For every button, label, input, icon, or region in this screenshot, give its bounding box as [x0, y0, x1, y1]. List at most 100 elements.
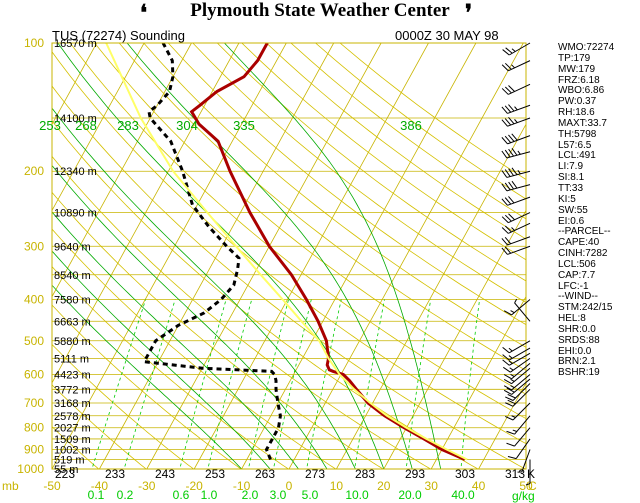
kelvin-tick: 233	[105, 467, 125, 481]
wind-barb	[501, 222, 531, 234]
dry-adiabat-line	[52, 343, 195, 469]
page-title: Plymouth State Weather Center	[190, 0, 450, 21]
wind-barb	[514, 298, 531, 322]
dry-adiabat-line	[265, 43, 526, 240]
dry-adiabat-line	[52, 266, 290, 469]
mixing-ratio-line	[405, 299, 432, 469]
height-label: 5880 m	[54, 336, 91, 348]
theta-label: 253	[39, 118, 61, 133]
isotherm-line	[52, 43, 145, 212]
wind-barb	[507, 438, 531, 460]
index-entry: SI:8.1	[558, 172, 585, 184]
isotherm-line	[288, 43, 524, 469]
theta-label: 304	[176, 118, 198, 133]
dry-adiabat-line	[52, 85, 526, 469]
temperature-tick: 30	[425, 479, 439, 493]
dry-adiabat-line	[192, 43, 526, 303]
index-entry: TH:5798	[558, 128, 597, 140]
kelvin-tick: 263	[255, 467, 275, 481]
kelvin-tick: 223	[55, 467, 75, 481]
dry-adiabat-line	[52, 384, 147, 469]
mixing-ratio-line	[91, 299, 147, 469]
dry-adiabat-line	[216, 43, 526, 282]
wind-barb	[501, 245, 531, 255]
wind-barb	[501, 147, 531, 159]
mixing-ratio-line	[354, 299, 385, 469]
height-label: 6663 m	[54, 316, 91, 328]
isotherm-line	[146, 43, 382, 469]
height-label: 7580 m	[54, 294, 91, 306]
index-entry: BSHR:19	[558, 367, 600, 379]
isotherm-line	[336, 123, 526, 469]
height-label: 8540 m	[54, 270, 91, 282]
kelvin-tick: 273	[305, 467, 325, 481]
isotherm-line	[52, 43, 98, 126]
temperature-tick: -10	[233, 479, 251, 493]
wind-barb	[503, 374, 531, 391]
mixing-ratio-unit: g/kg	[512, 489, 535, 503]
index-entry: PW:0.37	[558, 96, 597, 108]
index-entry: BRN:2.1	[558, 356, 596, 368]
index-entry: LFC:-1	[558, 280, 589, 292]
index-entry: SW:55	[558, 204, 588, 216]
isotherm-line	[383, 209, 526, 469]
index-entry: WMO:72274	[558, 42, 615, 53]
temperature-unit: C	[528, 479, 537, 493]
wind-barb	[505, 402, 531, 421]
dry-adiabat-line	[52, 228, 337, 469]
index-entry: TT:33	[558, 182, 584, 194]
dry-adiabat-line	[167, 43, 526, 326]
wind-barb	[503, 378, 531, 395]
temperature-tick: 0	[286, 479, 293, 493]
height-label: 16570 m	[54, 38, 97, 50]
isotherm-line	[0, 43, 2, 469]
dry-adiabat-line	[52, 155, 432, 469]
height-label: 3772 m	[54, 384, 91, 396]
index-entry: --WIND--	[558, 291, 598, 303]
height-label: 3168 m	[54, 398, 91, 410]
mixing-ratio-label: 1.0	[201, 488, 218, 502]
height-label: 12340 m	[54, 166, 97, 178]
mixing-ratio-label: 3.0	[270, 488, 287, 502]
wind-barb	[517, 449, 531, 473]
mixing-ratio-label: 0.6	[173, 488, 190, 502]
mixing-ratio-line	[460, 299, 480, 469]
wind-barb	[503, 367, 531, 385]
indices-panel: WMO:72274 TP:179 MW:179 FRZ:6.18 WBO:6.86 PW:…	[558, 42, 640, 379]
wind-barb	[502, 42, 531, 56]
wind-barb	[505, 383, 531, 401]
index-entry: LCL:491	[558, 150, 596, 162]
index-entry: CAPE:40	[558, 237, 600, 249]
wind-barb	[501, 104, 531, 114]
height-label: 2027 m	[54, 423, 91, 435]
kelvin-tick: 253	[205, 467, 225, 481]
index-entry: CINH:7282	[558, 248, 608, 260]
index-entry: LI:7.9	[558, 161, 584, 173]
height-label: 5111 m	[54, 353, 89, 365]
moist-adiabat-line	[52, 284, 243, 469]
temperature-line	[189, 43, 466, 461]
temperature-tick: -30	[138, 479, 156, 493]
mixing-ratio-label: 20.0	[398, 488, 422, 502]
plot-frame	[51, 42, 527, 470]
pressure-label: 800	[24, 421, 44, 435]
temperature-tick: -50	[43, 479, 61, 493]
index-entry: RH:18.6	[558, 107, 595, 119]
pressure-label: 200	[24, 164, 44, 178]
temperature-tick: 10	[330, 479, 344, 493]
dry-adiabat-line	[52, 51, 526, 445]
index-entry: MW:179	[558, 63, 596, 75]
height-label: 1002 m	[54, 445, 91, 457]
mixing-ratio-line	[272, 299, 312, 469]
mixing-ratio-line	[306, 299, 342, 469]
dry-adiabat-line	[52, 304, 242, 469]
kelvin-tick: 303	[455, 467, 475, 481]
kelvin-unit: K	[527, 467, 535, 481]
index-entry: FRZ:6.18	[558, 74, 600, 86]
mixing-ratio-label: 0.1	[88, 488, 105, 502]
pressure-label: 600	[24, 367, 44, 381]
isotherm-line	[241, 43, 477, 469]
height-label: 10890 m	[54, 208, 97, 220]
wind-barb	[506, 415, 531, 435]
left-swirl-icon: ❛	[140, 0, 148, 25]
